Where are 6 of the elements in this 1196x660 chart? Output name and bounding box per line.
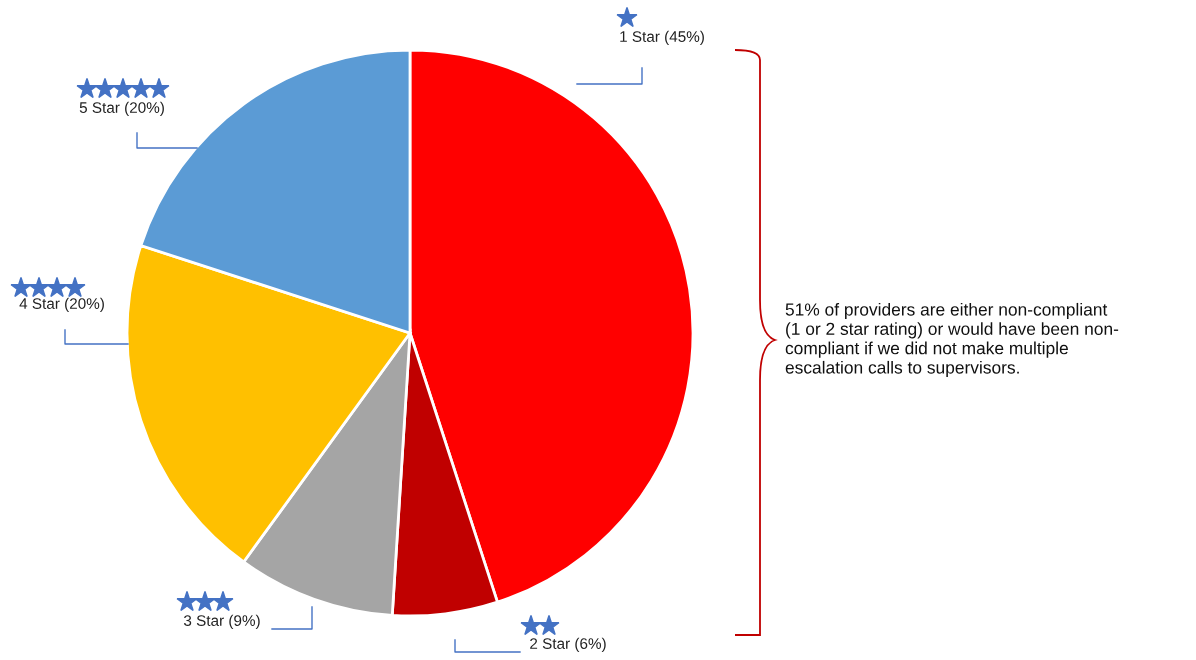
text: 51% of providers are either non-compliant (1 or 2 star rating) or would have been non- compliant if we did not make multiple escalation calls to supervisors. [785, 302, 1119, 378]
slice-label: 4 Star (20%) [19, 297, 104, 312]
slice-label: 2 Star (6%) [530, 637, 606, 652]
slice-label: 1 Star (45%) [620, 30, 704, 45]
slice-label: 5 Star (20%) [79, 101, 164, 116]
slice-label: 3 Star (9%) [183, 614, 260, 629]
